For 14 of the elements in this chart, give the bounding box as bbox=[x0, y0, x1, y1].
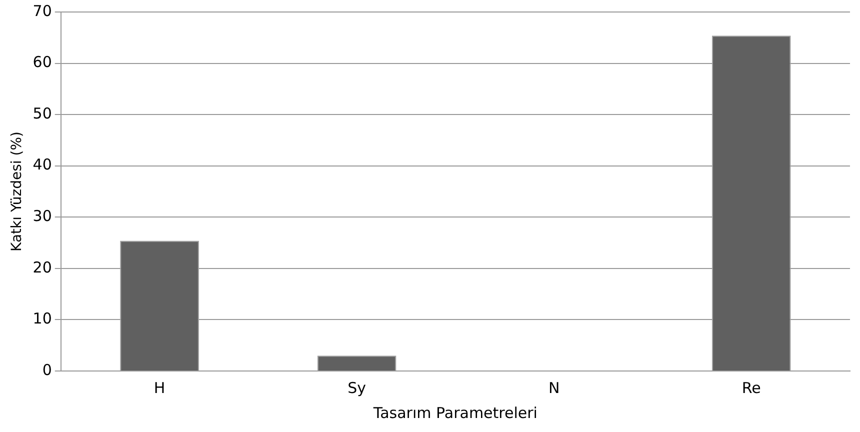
y-tick-label: 40 bbox=[32, 156, 52, 174]
y-tick-label: 70 bbox=[32, 2, 52, 20]
x-axis-title: Tasarım Parametreleri bbox=[372, 404, 538, 422]
y-tick-label: 10 bbox=[32, 310, 52, 328]
y-tick-label: 30 bbox=[32, 207, 52, 226]
y-axis-title: Katkı Yüzdesi (%) bbox=[9, 132, 26, 252]
x-tick-label: Re bbox=[742, 378, 761, 397]
y-tick-label: 0 bbox=[42, 360, 52, 379]
y-tick-label: 60 bbox=[32, 53, 52, 72]
x-tick-label: H bbox=[154, 378, 166, 397]
y-tick-label: 50 bbox=[32, 104, 52, 122]
y-tick-label: 20 bbox=[32, 258, 52, 276]
x-tick-label: N bbox=[548, 378, 560, 397]
x-tick-label: Sy bbox=[348, 378, 366, 397]
